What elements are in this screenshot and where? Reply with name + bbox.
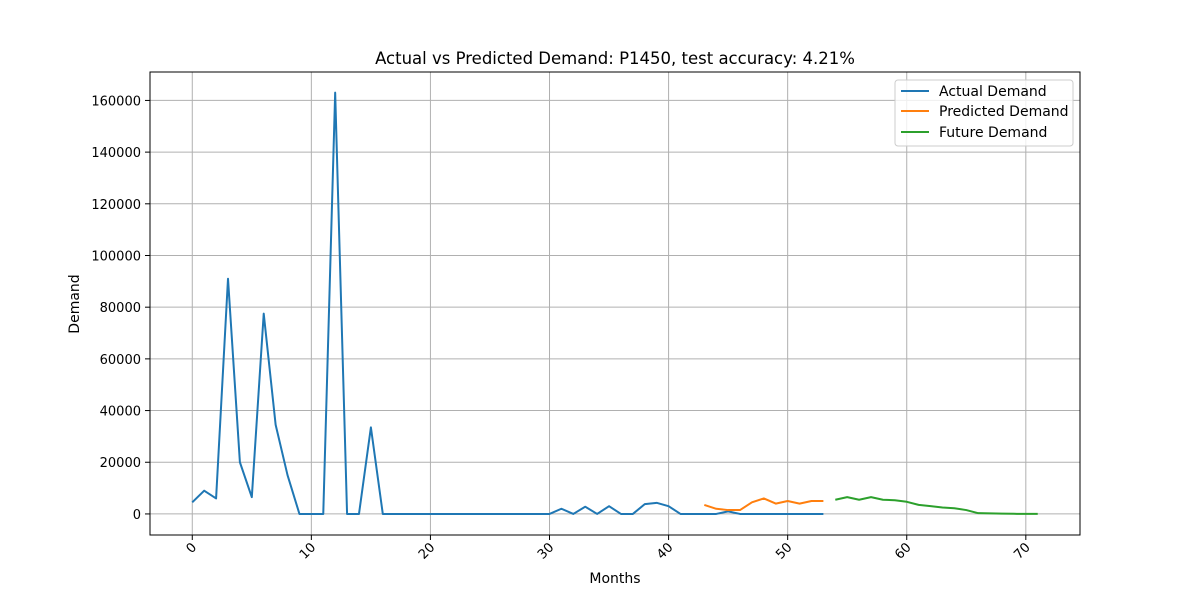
series-line-predicted-demand (704, 497, 824, 512)
y-tick-label: 120000 (91, 198, 141, 213)
y-axis-label: Demand (67, 274, 83, 333)
x-tick-label: 70 (1011, 540, 1033, 562)
y-tick-label: 160000 (91, 94, 141, 109)
y-tick-label: 100000 (91, 249, 141, 264)
y-tick-label: 0 (133, 508, 141, 523)
series-lines (191, 91, 1038, 515)
x-tick-label: 50 (773, 540, 795, 562)
plot-frame (149, 71, 1081, 536)
x-tick-label: 20 (416, 540, 438, 562)
legend-label-predicted: Predicted Demand (939, 104, 1069, 120)
y-axis-ticks: 0 20000 40000 60000 80000 100000 120000 140000 1… (91, 94, 150, 523)
grid (150, 72, 1080, 535)
x-tick-label: 40 (654, 540, 676, 562)
legend-label-actual: Actual Demand (939, 84, 1047, 100)
x-tick-label: 30 (535, 540, 557, 562)
y-tick-label: 60000 (100, 353, 141, 368)
x-axis-label: Months (589, 571, 640, 587)
legend-label-future: Future Demand (939, 125, 1047, 141)
y-tick-label: 140000 (91, 146, 141, 161)
legend: Actual Demand Predicted Demand Future De… (894, 79, 1074, 147)
series-line-future-demand (835, 496, 1038, 515)
series-line-actual-demand (191, 91, 824, 515)
x-tick-label: 0 (184, 540, 200, 556)
y-tick-label: 40000 (100, 405, 141, 420)
y-tick-label: 80000 (100, 301, 141, 316)
y-tick-label: 20000 (100, 456, 141, 471)
x-axis-ticks: 0 10 20 30 40 50 60 70 (184, 535, 1034, 563)
legend-box (894, 79, 1074, 147)
chart-title: Actual vs Predicted Demand: P1450, test … (375, 49, 855, 68)
x-tick-label: 10 (297, 540, 319, 562)
x-tick-label: 60 (892, 540, 914, 562)
